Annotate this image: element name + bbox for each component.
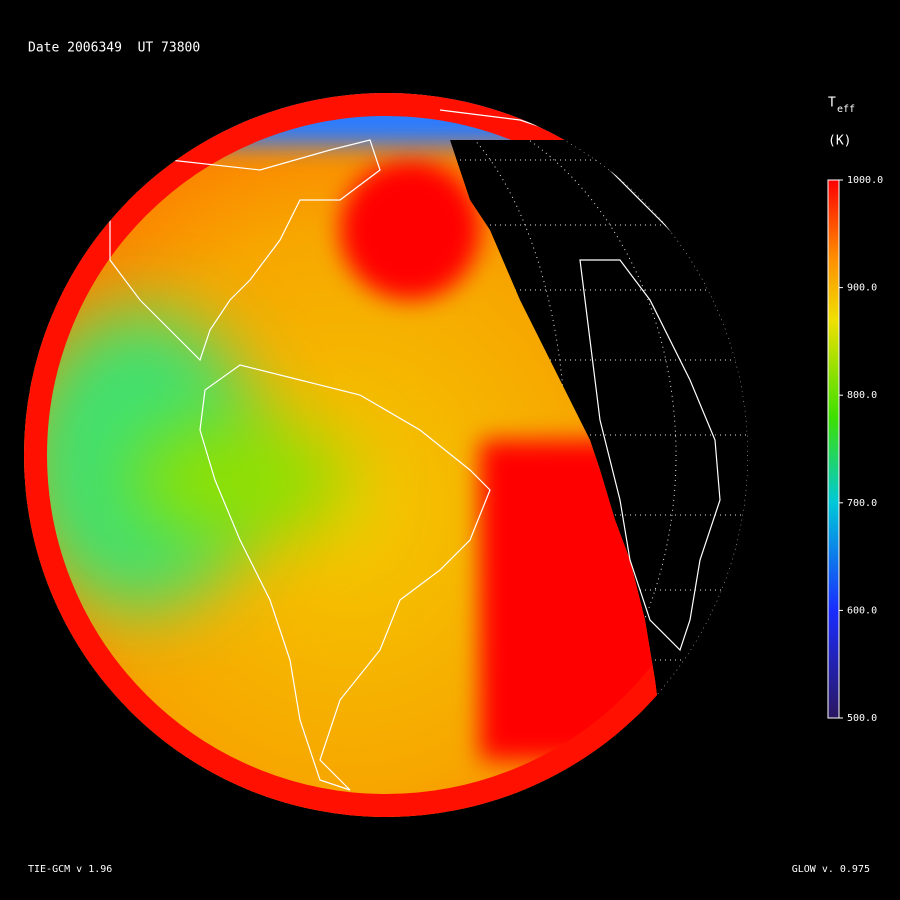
colorbar-title: T xyxy=(828,96,836,111)
date-label: Date 2006349 UT 73800 xyxy=(28,41,200,56)
footer-right: GLOW v. 0.975 xyxy=(792,864,870,875)
colorbar-tick-label: 600.0 xyxy=(847,605,877,616)
colorbar-tick-label: 800.0 xyxy=(847,390,877,401)
colorbar-tick-label: 700.0 xyxy=(847,498,877,509)
colorbar-unit: (K) xyxy=(828,134,851,149)
colorbar-tick-label: 1000.0 xyxy=(847,175,883,186)
coastlines xyxy=(109,109,721,791)
colorbar-tick-label: 500.0 xyxy=(847,713,877,724)
colorbar-title-subscript: eff xyxy=(837,104,855,115)
colorbar xyxy=(827,179,840,719)
colorbar-tick-label: 900.0 xyxy=(847,283,877,294)
footer-left: TIE-GCM v 1.96 xyxy=(28,864,112,875)
